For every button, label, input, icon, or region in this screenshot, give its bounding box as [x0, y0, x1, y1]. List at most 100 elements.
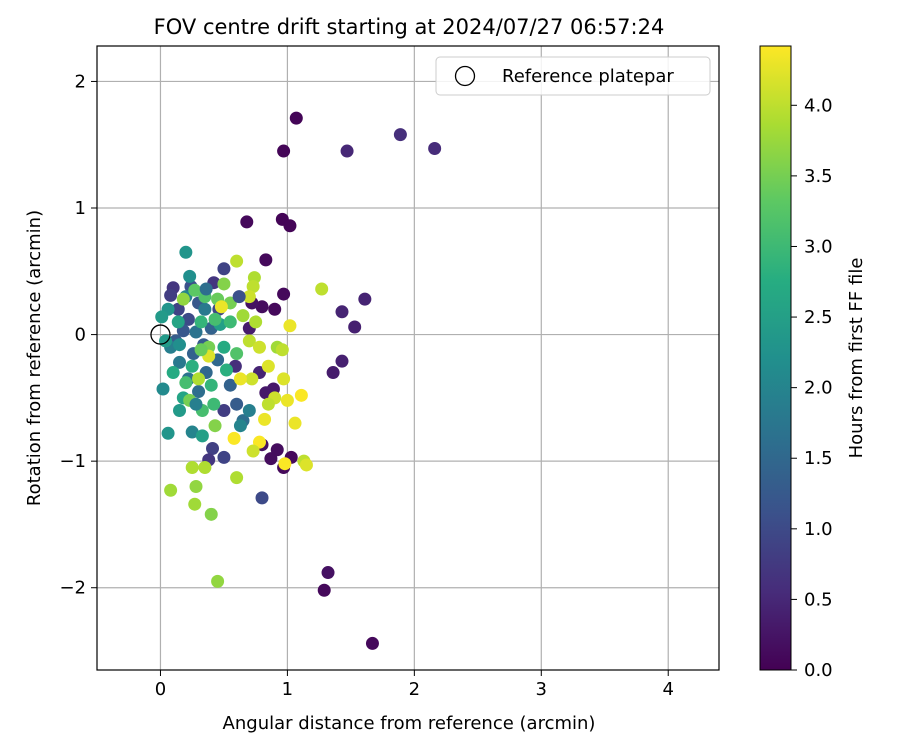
scatter-point — [181, 312, 195, 326]
colorbar-tick-label: 2.0 — [804, 378, 833, 399]
scatter-point — [173, 404, 187, 418]
scatter-point — [161, 426, 175, 440]
scatter-point — [283, 319, 297, 333]
y-tick-label: −2 — [59, 578, 86, 599]
scatter-point — [179, 245, 193, 259]
scatter-point — [258, 412, 272, 426]
colorbar-tick-label: 2.5 — [804, 307, 833, 328]
scatter-points — [155, 111, 442, 650]
colorbar — [759, 45, 792, 671]
y-tick-label: 1 — [75, 198, 86, 219]
scatter-point — [198, 302, 212, 316]
scatter-point — [230, 347, 244, 361]
scatter-point — [156, 382, 170, 396]
scatter-point — [236, 309, 250, 323]
scatter-point — [171, 302, 185, 316]
colorbar-axis: 0.0 0.5 1.0 1.5 2.0 2.5 3.0 3.5 4.0 — [791, 95, 833, 681]
y-tick-label: 2 — [75, 71, 86, 92]
scatter-point — [278, 457, 292, 471]
scatter-point — [194, 315, 208, 329]
scatter-point — [211, 574, 225, 588]
scatter-point — [326, 366, 340, 380]
scatter-point — [348, 320, 362, 334]
scatter-point — [217, 340, 231, 354]
scatter-point — [230, 254, 244, 268]
scatter-point — [189, 325, 203, 339]
y-tick-label: 0 — [75, 325, 86, 346]
scatter-point — [428, 142, 442, 156]
legend-reference-marker-icon — [454, 65, 476, 87]
scatter-point — [242, 404, 256, 418]
scatter-point — [189, 479, 203, 493]
scatter-point — [189, 397, 203, 411]
scatter-point — [294, 388, 308, 402]
y-tick-label: −1 — [59, 451, 86, 472]
scatter-point — [270, 443, 284, 457]
scatter-point — [199, 282, 213, 296]
colorbar-tick-label: 0.5 — [804, 589, 833, 610]
scatter-point — [198, 460, 212, 474]
scatter-point — [261, 397, 275, 411]
scatter-point — [289, 111, 303, 125]
scatter-point — [217, 450, 231, 464]
x-axis: 0 1 2 3 4 — [155, 670, 674, 700]
scatter-point — [192, 372, 206, 386]
scatter-point — [288, 416, 302, 430]
x-tick-label: 1 — [282, 679, 293, 700]
scatter-point — [335, 354, 349, 368]
scatter-point — [268, 302, 282, 316]
scatter-point — [233, 419, 247, 433]
scatter-point — [217, 277, 231, 291]
scatter-point — [204, 378, 218, 392]
scatter-point — [208, 312, 222, 326]
scatter-point — [188, 283, 202, 297]
scatter-point — [277, 372, 291, 386]
scatter-point — [233, 372, 247, 386]
scatter-point — [208, 419, 222, 433]
scatter-point — [283, 219, 297, 233]
legend-box — [435, 56, 711, 96]
scatter-point — [179, 376, 193, 390]
scatter-point — [358, 292, 372, 306]
scatter-point — [185, 359, 199, 373]
scatter-point — [315, 282, 329, 296]
scatter-point — [317, 583, 331, 597]
scatter-point — [173, 355, 187, 369]
scatter-point — [261, 359, 275, 373]
scatter-point — [195, 429, 209, 443]
scatter-point — [223, 378, 237, 392]
scatter-point — [299, 458, 313, 472]
scatter-point — [280, 393, 294, 407]
scatter-point — [246, 279, 260, 293]
scatter-point — [185, 460, 199, 474]
scatter-point — [393, 128, 407, 142]
scatter-point — [242, 290, 256, 304]
legend: Reference platepar — [435, 56, 711, 96]
scatter-point — [185, 425, 199, 439]
scatter-point — [171, 315, 185, 329]
colorbar-tick-label: 1.0 — [804, 519, 833, 540]
scatter-point — [206, 441, 220, 455]
legend-label: Reference platepar — [502, 66, 674, 87]
scatter-point — [223, 315, 237, 329]
scatter-point — [164, 288, 178, 302]
scatter-point — [246, 444, 260, 458]
scatter-point — [230, 397, 244, 411]
reference-platepar-marker — [150, 324, 171, 345]
colorbar-tick-label: 1.5 — [804, 448, 833, 469]
reference-marker-group — [150, 324, 171, 345]
scatter-point — [217, 262, 231, 276]
x-tick-label: 3 — [536, 679, 547, 700]
scatter-point — [194, 343, 208, 357]
scatter-point — [252, 340, 266, 354]
scatter-point — [176, 292, 190, 306]
scatter-point — [192, 385, 206, 399]
colorbar-label: Hours from first FF file — [846, 258, 867, 459]
scatter-point — [207, 397, 221, 411]
y-axis-title: Rotation from reference (arcmin) — [24, 210, 45, 506]
scatter-point — [275, 343, 289, 357]
scatter-point — [232, 290, 246, 304]
x-axis-title: Angular distance from reference (arcmin) — [223, 713, 596, 734]
